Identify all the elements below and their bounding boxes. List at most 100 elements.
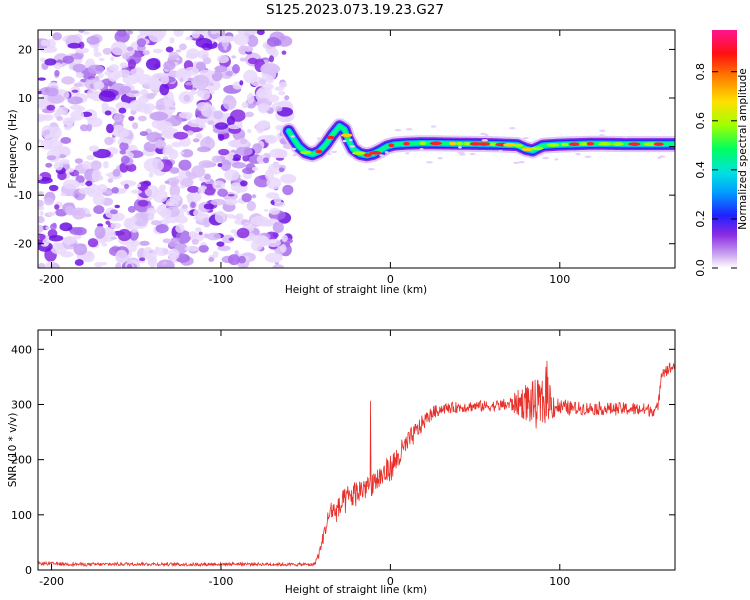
y-tick-label: -20 — [14, 238, 32, 251]
noise-blob — [198, 245, 209, 253]
noise-blob — [67, 167, 74, 173]
noise-blob — [281, 234, 288, 242]
noise-blob — [105, 220, 111, 225]
noise-blob — [130, 240, 141, 248]
noise-blob — [86, 89, 98, 100]
noise-blob — [73, 243, 88, 256]
noise-blob — [116, 30, 127, 38]
noise-blob — [187, 119, 205, 128]
noise-blob — [207, 120, 215, 125]
noise-blob — [38, 224, 44, 233]
noise-blob — [132, 122, 139, 130]
noise-blob — [204, 135, 212, 145]
ridge-speck — [480, 132, 486, 136]
noise-blob — [75, 72, 84, 79]
noise-blob — [235, 146, 253, 156]
noise-blob — [237, 30, 247, 35]
noise-blob — [120, 85, 132, 94]
noise-blob — [144, 185, 160, 198]
ridge-hotspot — [449, 141, 457, 146]
noise-blob — [126, 30, 134, 35]
ridge-speck — [481, 139, 488, 142]
noise-blob — [221, 234, 234, 244]
noise-blob — [263, 209, 269, 212]
noise-blob — [110, 222, 122, 229]
noise-blob — [38, 90, 42, 95]
noise-blob — [78, 182, 87, 187]
ridge-hotspot — [568, 142, 580, 147]
ridge-speck — [599, 129, 606, 132]
ridge-hotspot — [429, 141, 443, 146]
ridge-speck — [584, 155, 592, 159]
noise-blob — [268, 207, 280, 215]
noise-blob — [147, 255, 158, 268]
noise-blob — [148, 172, 154, 178]
noise-blob — [101, 102, 109, 110]
noise-blob — [264, 134, 278, 144]
noise-blob — [176, 70, 187, 79]
noise-blob — [284, 95, 290, 101]
noise-blob — [119, 141, 129, 151]
noise-blob — [145, 58, 161, 71]
noise-blob — [38, 113, 46, 123]
colorbar-tick-label: 0.6 — [694, 112, 707, 130]
noise-blob — [191, 30, 200, 39]
noise-blob — [203, 203, 214, 210]
noise-blob — [97, 72, 104, 79]
noise-blob — [220, 159, 232, 172]
noise-blob — [104, 71, 111, 76]
noise-blob — [195, 227, 202, 232]
noise-blob — [213, 110, 224, 120]
y-tick-label: 10 — [18, 92, 32, 105]
noise-blob — [199, 89, 211, 101]
noise-blob — [214, 210, 226, 224]
noise-blob — [90, 160, 102, 171]
noise-blob — [241, 193, 252, 203]
ridge-speck — [522, 136, 529, 140]
ridge-speck — [430, 125, 437, 128]
noise-blob — [70, 110, 84, 121]
noise-blob — [107, 178, 114, 183]
ridge-speck — [290, 135, 295, 138]
noise-blob — [38, 139, 43, 144]
noise-blob — [240, 180, 248, 187]
noise-blob — [265, 75, 275, 84]
ridge-hotspot — [419, 141, 427, 146]
noise-blob — [142, 49, 150, 56]
ridge-speck — [509, 126, 516, 130]
noise-blob — [130, 67, 145, 77]
noise-blob — [91, 169, 102, 182]
noise-blob — [168, 51, 180, 60]
noise-blob — [164, 180, 170, 184]
noise-blob — [43, 197, 54, 206]
ridge-speck — [368, 167, 375, 171]
noise-blob — [54, 69, 60, 77]
ridge-speck — [292, 153, 297, 157]
noise-blob — [280, 173, 297, 184]
y-tick-label: 400 — [11, 343, 32, 356]
noise-blob — [38, 175, 43, 181]
noise-blob — [257, 103, 271, 112]
noise-blob — [79, 124, 89, 132]
noise-blob — [262, 157, 270, 164]
ridge-hotspot — [489, 142, 497, 146]
noise-blob — [67, 42, 81, 49]
noise-blob — [93, 81, 105, 90]
noise-blob — [160, 74, 170, 85]
noise-blob — [197, 146, 211, 153]
noise-blob — [85, 180, 93, 187]
noise-blob — [123, 218, 133, 229]
noise-blob — [184, 66, 199, 76]
noise-blob — [110, 124, 126, 137]
noise-blob — [265, 192, 280, 199]
noise-blob — [178, 43, 187, 51]
noise-blob — [114, 74, 122, 79]
colorbar: 0.0 0.2 0.4 0.6 0.8 Normalized spectral ampl… — [694, 30, 749, 277]
noise-blob — [78, 187, 96, 195]
noise-blob — [178, 159, 192, 171]
noise-blob — [224, 169, 240, 181]
noise-blob — [159, 184, 167, 192]
noise-blob — [39, 210, 44, 216]
noise-blob — [72, 63, 87, 73]
noise-blob — [128, 100, 144, 112]
